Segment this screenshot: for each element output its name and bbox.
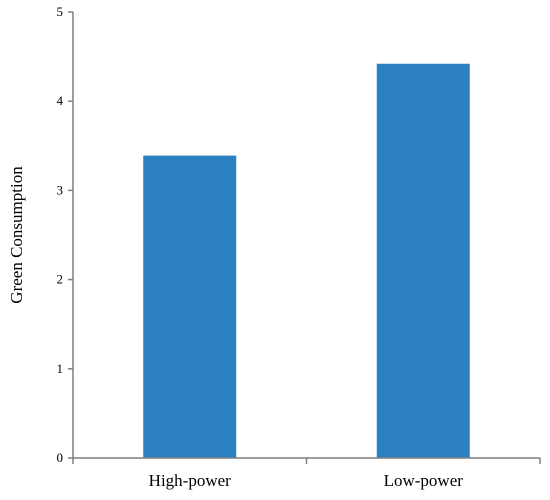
y-tick-label: 1 [57, 361, 64, 376]
y-tick-label: 2 [57, 272, 64, 287]
y-ticks-group: 0 1 2 3 4 5 [57, 4, 73, 465]
y-tick-label: 3 [57, 182, 64, 197]
bar-high-power [143, 155, 237, 458]
bars-group [143, 63, 470, 459]
y-tick-label: 4 [57, 93, 64, 108]
y-tick-label: 0 [57, 450, 64, 465]
bar-low-power [376, 63, 470, 459]
x-category-label: High-power [149, 471, 231, 490]
y-tick-label: 5 [57, 4, 64, 19]
x-ticks-group: High-power Low-power [72, 458, 541, 490]
y-axis-title: Green Consumption [7, 166, 26, 304]
x-category-label: Low-power [384, 471, 464, 490]
